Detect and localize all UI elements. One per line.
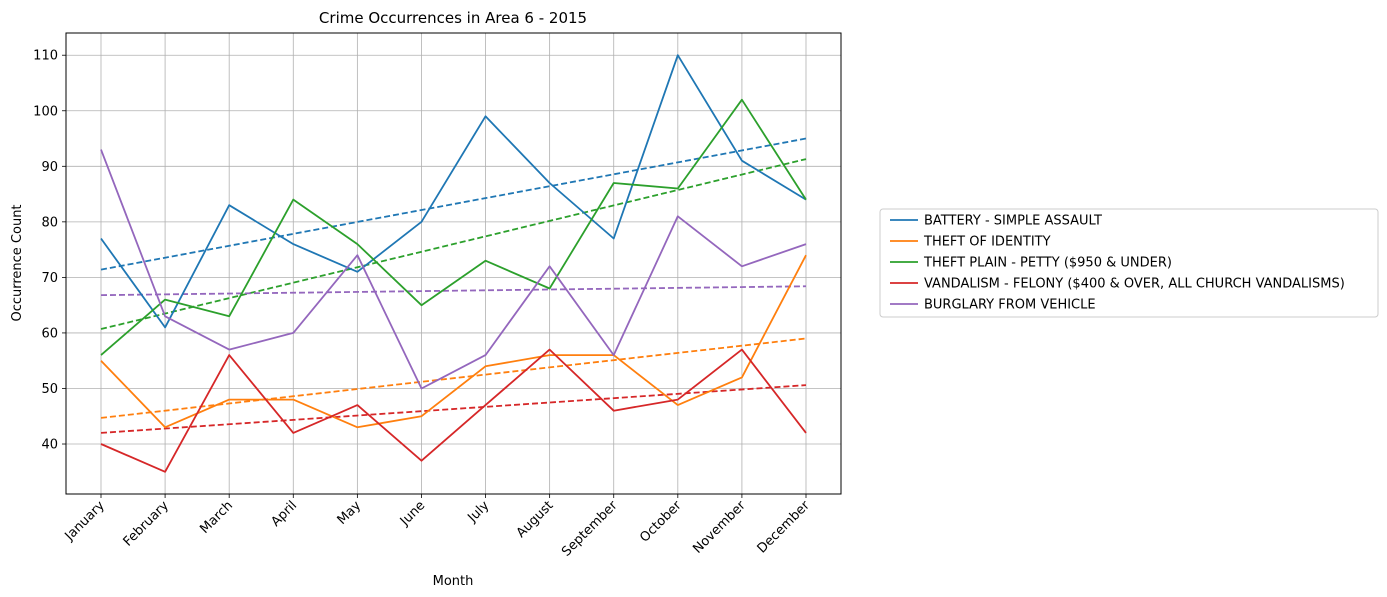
x-tick-label: December <box>755 498 814 557</box>
trend-lines <box>100 137 807 434</box>
legend: BATTERY - SIMPLE ASSAULT THEFT OF IDENTIT… <box>879 208 1379 318</box>
series-line <box>100 149 807 390</box>
legend-label: VANDALISM - FELONY ($400 & OVER, ALL CHU… <box>924 277 1345 292</box>
series-line <box>100 98 807 356</box>
series-lines <box>100 54 807 473</box>
plot-area-frame <box>65 32 842 495</box>
trend-line <box>100 158 807 330</box>
x-tick-label: October <box>637 498 685 546</box>
x-axis-label: Month <box>433 574 474 589</box>
series-line <box>100 254 807 429</box>
y-tick-label: 60 <box>41 326 58 341</box>
legend-frame <box>879 208 1379 318</box>
y-axis-label: Occurrence Count <box>10 204 25 321</box>
x-tick-label: January <box>62 498 108 544</box>
chart-title: Crime Occurrences in Area 6 - 2015 <box>319 9 587 27</box>
x-tick-label: April <box>268 498 300 530</box>
x-tick-label: November <box>690 498 749 557</box>
legend-label: BATTERY - SIMPLE ASSAULT <box>924 214 1102 229</box>
x-tick-label: August <box>514 498 557 541</box>
y-tick-label: 80 <box>41 215 58 230</box>
y-tick-label: 90 <box>41 160 58 175</box>
x-tick-label: February <box>121 498 173 550</box>
x-axis-ticks: January February March April May June July Augu… <box>62 494 814 560</box>
y-tick-label: 40 <box>41 438 58 453</box>
y-axis-ticks: 40 50 60 70 80 90 100 110 <box>33 49 66 453</box>
grid <box>66 33 841 494</box>
y-tick-label: 110 <box>33 49 58 64</box>
legend-label: BURGLARY FROM VEHICLE <box>924 298 1096 313</box>
y-tick-label: 70 <box>41 271 58 286</box>
legend-label: THEFT OF IDENTITY <box>923 235 1051 250</box>
x-tick-label: March <box>197 498 236 537</box>
trend-line <box>100 285 807 297</box>
x-tick-label: September <box>559 498 621 560</box>
trend-line <box>100 137 807 271</box>
series-line <box>100 54 807 329</box>
x-tick-label: July <box>465 498 493 526</box>
legend-label: THEFT PLAIN - PETTY ($950 & UNDER) <box>923 256 1172 271</box>
y-tick-label: 100 <box>33 104 58 119</box>
trend-line <box>100 384 807 434</box>
trend-line <box>100 337 807 419</box>
x-tick-label: May <box>335 498 365 528</box>
x-tick-label: June <box>397 498 428 529</box>
y-tick-label: 50 <box>41 382 58 397</box>
series-line <box>100 348 807 473</box>
